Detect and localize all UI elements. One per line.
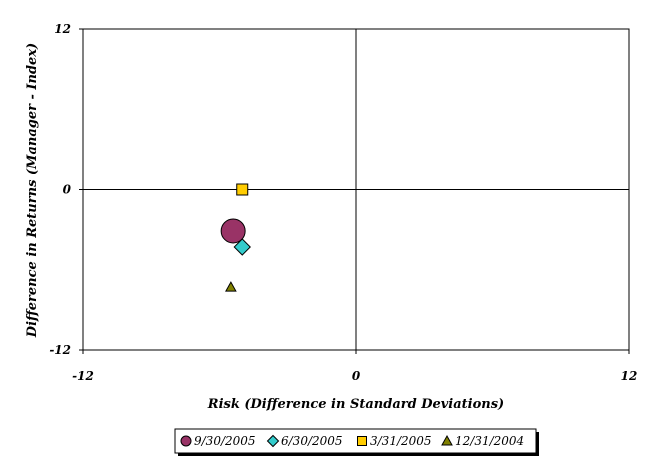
data-markers <box>220 183 251 292</box>
data-point-diamond <box>233 238 251 256</box>
legend-label: 3/31/2005 <box>370 434 432 448</box>
x-axis-ticks: -12 0 12 <box>72 350 637 383</box>
y-tick-label: -12 <box>49 343 71 357</box>
legend-label: 12/31/2004 <box>455 434 524 448</box>
y-axis-title: Difference in Returns (Manager - Index) <box>25 43 40 338</box>
legend-marker-diamond <box>266 434 280 448</box>
legend-marker-triangle <box>441 434 453 446</box>
legend: 9/30/2005 6/30/2005 3/31/2005 12/31/2004 <box>174 428 539 456</box>
legend-marker-circle <box>180 435 192 447</box>
y-tick-label: 0 <box>63 183 72 197</box>
x-tick-label: 0 <box>352 369 361 383</box>
legend-label: 9/30/2005 <box>194 434 256 448</box>
y-axis-ticks: 12 0 -12 <box>49 22 83 357</box>
data-point-triangle <box>225 281 237 292</box>
data-point-circle <box>220 218 246 244</box>
legend-box <box>174 428 537 454</box>
legend-marker-square <box>357 436 367 446</box>
x-tick-label: -12 <box>72 369 94 383</box>
x-tick-label: 12 <box>621 369 638 383</box>
data-point-square <box>236 183 249 196</box>
x-axis-title: Risk (Difference in Standard Deviations) <box>207 397 504 412</box>
y-tick-label: 12 <box>54 22 71 36</box>
legend-label: 6/30/2005 <box>281 434 343 448</box>
